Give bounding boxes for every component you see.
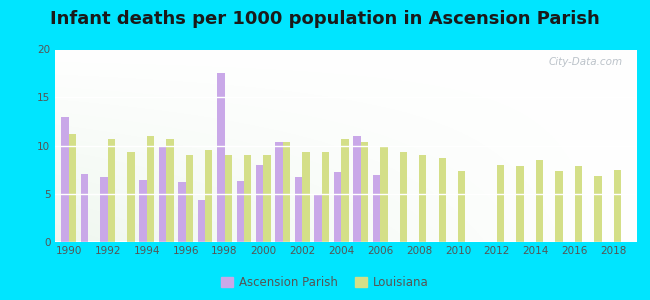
Bar [315,194,322,242]
Bar [361,142,368,242]
Bar [69,134,76,242]
Bar [322,152,329,242]
Bar [283,142,291,242]
Bar [166,139,174,242]
Bar [159,146,166,242]
Bar [224,155,232,242]
Bar [295,177,302,242]
Bar [256,165,263,242]
Bar [263,155,271,242]
Bar [373,175,380,242]
Bar [334,172,341,242]
Bar [62,117,69,242]
Bar [380,146,387,242]
Bar [178,182,186,242]
Bar [186,155,193,242]
Legend: Ascension Parish, Louisiana: Ascension Parish, Louisiana [216,272,434,294]
Bar [536,160,543,242]
Bar [302,152,310,242]
Bar [276,142,283,242]
Bar [400,152,407,242]
Bar [614,169,621,242]
Bar [575,166,582,242]
Bar [108,139,115,242]
Bar [458,171,465,242]
Bar [341,139,348,242]
Bar [237,181,244,242]
Bar [439,158,446,242]
Bar [217,74,224,242]
Bar [594,176,602,242]
Bar [244,155,252,242]
Text: City-Data.com: City-Data.com [549,57,623,67]
Bar [147,136,154,242]
Bar [127,152,135,242]
Bar [555,171,563,242]
Bar [205,150,213,242]
Bar [419,155,426,242]
Text: Infant deaths per 1000 population in Ascension Parish: Infant deaths per 1000 population in Asc… [50,11,600,28]
Bar [354,136,361,242]
Bar [100,177,108,242]
Bar [198,200,205,242]
Bar [81,174,88,242]
Bar [516,166,524,242]
Bar [497,165,504,242]
Bar [139,180,147,242]
